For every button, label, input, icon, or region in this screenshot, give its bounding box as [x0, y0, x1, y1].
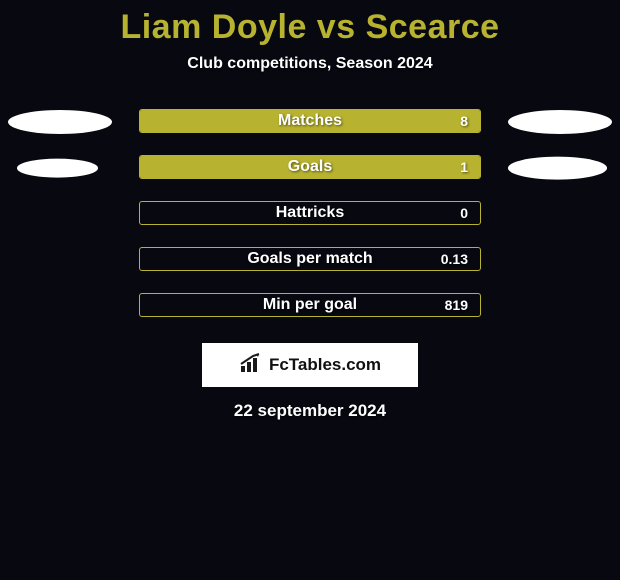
bar-track: Goals1: [139, 155, 481, 179]
subtitle: Club competitions, Season 2024: [0, 55, 620, 73]
bar-value: 0.13: [441, 251, 468, 267]
logo-box: FcTables.com: [202, 343, 418, 387]
logo-text: FcTables.com: [269, 355, 381, 375]
bar-value: 0: [460, 205, 468, 221]
page-title: Liam Doyle vs Scearce: [0, 0, 620, 47]
left-ellipse: [17, 159, 98, 178]
bar-track: Hattricks0: [139, 201, 481, 225]
bar-label: Min per goal: [140, 296, 480, 314]
date-text: 22 september 2024: [0, 401, 620, 421]
bar-label: Hattricks: [140, 204, 480, 222]
right-ellipse: [508, 157, 607, 180]
bar-track: Min per goal819: [139, 293, 481, 317]
bar-fill: [140, 156, 480, 178]
bar-track: Matches8: [139, 109, 481, 133]
right-ellipse: [508, 110, 612, 134]
bar-fill: [140, 110, 480, 132]
stat-row: Hattricks0: [0, 201, 620, 227]
bar-track: Goals per match0.13: [139, 247, 481, 271]
comparison-infographic: Liam Doyle vs Scearce Club competitions,…: [0, 0, 620, 580]
stat-bars: Matches8Goals1Hattricks0Goals per match0…: [0, 109, 620, 319]
stat-row: Goals1: [0, 155, 620, 181]
stat-row: Matches8: [0, 109, 620, 135]
stat-row: Goals per match0.13: [0, 247, 620, 273]
stat-row: Min per goal819: [0, 293, 620, 319]
bar-value: 819: [445, 297, 468, 313]
left-ellipse: [8, 110, 112, 134]
bar-chart-icon: [239, 352, 263, 379]
bar-label: Goals per match: [140, 250, 480, 268]
